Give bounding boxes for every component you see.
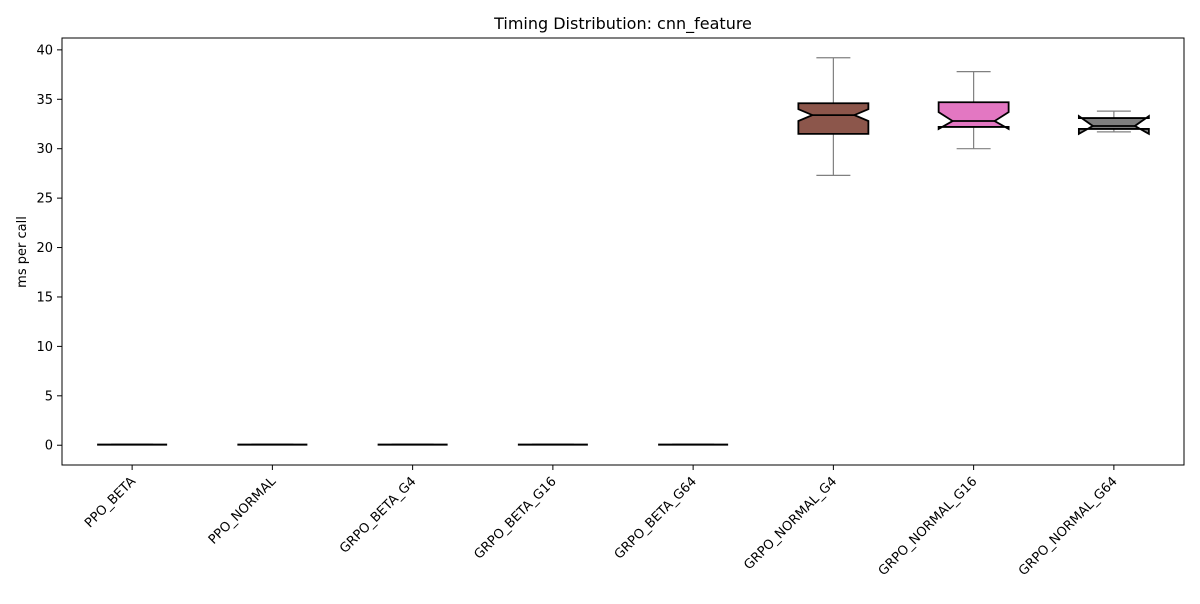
y-tick-label: 30 <box>36 142 53 157</box>
y-tick-label: 25 <box>36 192 53 207</box>
x-tick-label: GRPO_BETA_G16 <box>471 474 559 562</box>
plot-frame <box>62 38 1184 465</box>
x-tick-label: GRPO_NORMAL_G16 <box>876 474 981 579</box>
y-tick-label: 20 <box>36 241 53 256</box>
y-axis-label: ms per call <box>15 216 30 288</box>
y-tick-label: 0 <box>45 439 53 454</box>
y-tick-label: 15 <box>36 290 53 305</box>
y-tick-label: 40 <box>36 43 53 58</box>
x-tick-label: GRPO_BETA_G64 <box>612 474 700 562</box>
x-tick-label: PPO_BETA <box>82 474 139 531</box>
y-tick-label: 10 <box>36 340 53 355</box>
box-grpo-normal-g4 <box>798 103 868 134</box>
box-grpo-normal-g16 <box>939 102 1009 129</box>
chart-title: Timing Distribution: cnn_feature <box>493 14 752 34</box>
x-tick-label: PPO_NORMAL <box>206 474 280 548</box>
y-tick-label: 35 <box>36 93 53 108</box>
x-tick-label: GRPO_NORMAL_G4 <box>741 474 840 573</box>
x-tick-label: GRPO_BETA_G4 <box>337 474 419 556</box>
x-tick-label: GRPO_NORMAL_G64 <box>1016 474 1121 579</box>
y-tick-label: 5 <box>45 389 53 404</box>
